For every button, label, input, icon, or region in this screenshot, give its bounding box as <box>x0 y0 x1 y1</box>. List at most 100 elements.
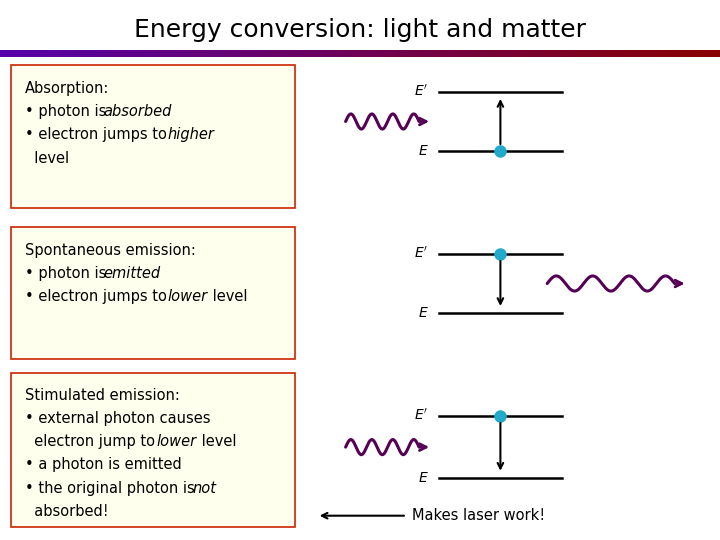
Text: level: level <box>25 151 69 166</box>
Bar <box>612 50 618 57</box>
Bar <box>696 50 702 57</box>
Bar <box>504 50 510 57</box>
Bar <box>714 50 720 57</box>
Bar <box>366 50 372 57</box>
FancyBboxPatch shape <box>11 373 295 526</box>
Bar <box>312 50 318 57</box>
Bar <box>588 50 594 57</box>
Text: Makes laser work!: Makes laser work! <box>412 508 545 523</box>
Bar <box>306 50 312 57</box>
Bar <box>204 50 210 57</box>
Bar <box>456 50 462 57</box>
Text: not: not <box>193 481 217 496</box>
Bar <box>546 50 552 57</box>
Bar <box>354 50 360 57</box>
Bar <box>210 50 216 57</box>
Bar <box>516 50 522 57</box>
Text: • photon is: • photon is <box>25 104 111 119</box>
Bar <box>432 50 438 57</box>
Bar <box>6 50 12 57</box>
Bar <box>12 50 18 57</box>
Text: • the original photon is: • the original photon is <box>25 481 199 496</box>
Bar <box>648 50 654 57</box>
Text: Absorption:: Absorption: <box>25 81 109 96</box>
Bar <box>606 50 612 57</box>
Bar <box>570 50 576 57</box>
Bar <box>480 50 486 57</box>
Text: level: level <box>197 434 236 449</box>
Bar <box>90 50 96 57</box>
Bar <box>564 50 570 57</box>
Bar <box>642 50 648 57</box>
Bar <box>552 50 558 57</box>
Bar <box>66 50 72 57</box>
Bar <box>618 50 624 57</box>
Bar <box>318 50 324 57</box>
Text: $E'$: $E'$ <box>414 246 428 261</box>
Bar <box>702 50 708 57</box>
Bar <box>102 50 108 57</box>
Text: • electron jumps to: • electron jumps to <box>25 127 171 143</box>
Text: $E$: $E$ <box>418 306 428 320</box>
Bar <box>384 50 390 57</box>
Bar <box>336 50 342 57</box>
Text: Energy conversion: light and matter: Energy conversion: light and matter <box>134 18 586 42</box>
Text: Stimulated emission:: Stimulated emission: <box>25 388 180 403</box>
FancyBboxPatch shape <box>11 227 295 359</box>
Bar <box>288 50 294 57</box>
Bar <box>498 50 504 57</box>
Bar <box>240 50 246 57</box>
Text: level: level <box>208 289 248 305</box>
Bar <box>294 50 300 57</box>
Bar <box>360 50 366 57</box>
Bar <box>126 50 132 57</box>
Bar <box>390 50 396 57</box>
Bar <box>138 50 144 57</box>
Bar <box>78 50 84 57</box>
Text: absorbed: absorbed <box>104 104 171 119</box>
Bar <box>48 50 54 57</box>
Bar <box>408 50 414 57</box>
Bar <box>42 50 48 57</box>
Bar <box>468 50 474 57</box>
Bar <box>462 50 468 57</box>
Bar <box>378 50 384 57</box>
Bar <box>132 50 138 57</box>
Bar <box>522 50 528 57</box>
Bar <box>690 50 696 57</box>
Bar <box>558 50 564 57</box>
Bar <box>624 50 630 57</box>
Bar <box>186 50 192 57</box>
Bar <box>72 50 78 57</box>
Text: • external photon causes: • external photon causes <box>25 411 211 426</box>
Text: • a photon is emitted: • a photon is emitted <box>25 457 182 472</box>
Text: $E'$: $E'$ <box>414 84 428 99</box>
Bar <box>198 50 204 57</box>
Text: Spontaneous emission:: Spontaneous emission: <box>25 243 196 258</box>
Bar <box>144 50 150 57</box>
Text: absorbed!: absorbed! <box>25 504 109 519</box>
Bar <box>678 50 684 57</box>
Bar <box>54 50 60 57</box>
Bar <box>0 50 6 57</box>
Bar <box>528 50 534 57</box>
Text: higher: higher <box>168 127 215 143</box>
Bar <box>666 50 672 57</box>
Bar <box>630 50 636 57</box>
Bar <box>438 50 444 57</box>
Bar <box>636 50 642 57</box>
Bar <box>228 50 234 57</box>
Text: lower: lower <box>168 289 208 305</box>
Bar <box>300 50 306 57</box>
Bar <box>180 50 186 57</box>
Bar <box>24 50 30 57</box>
Bar <box>654 50 660 57</box>
Bar <box>396 50 402 57</box>
Bar <box>108 50 114 57</box>
Bar <box>576 50 582 57</box>
Bar <box>330 50 336 57</box>
Bar <box>660 50 666 57</box>
Bar <box>120 50 126 57</box>
Bar <box>96 50 102 57</box>
Bar <box>600 50 606 57</box>
